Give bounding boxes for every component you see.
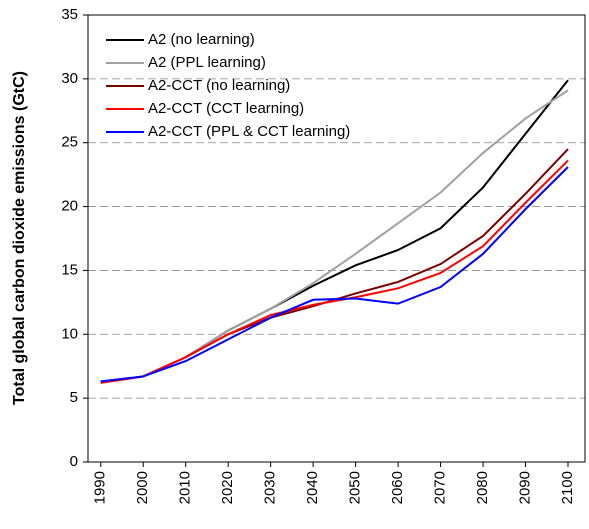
legend-label: A2-CCT (PPL & CCT learning) bbox=[148, 123, 350, 140]
y-tick-label: 20 bbox=[61, 198, 78, 215]
x-tick-label: 2070 bbox=[432, 471, 449, 504]
x-tick-label: 2080 bbox=[474, 471, 491, 504]
x-tick-label: 2100 bbox=[559, 471, 576, 504]
y-tick-label: 10 bbox=[61, 325, 78, 342]
x-tick-label: 2010 bbox=[177, 471, 194, 504]
x-tick-label: 1990 bbox=[92, 471, 109, 504]
x-tick-label: 2030 bbox=[262, 471, 279, 504]
legend-label: A2-CCT (CCT learning) bbox=[148, 100, 304, 117]
plot-frame bbox=[87, 14, 586, 463]
y-tick-label: 5 bbox=[70, 389, 78, 406]
x-tick-label: 2090 bbox=[516, 471, 533, 504]
x-tick-label: 2060 bbox=[389, 471, 406, 504]
y-tick-label: 30 bbox=[61, 70, 78, 87]
legend-label: A2 (PPL learning) bbox=[148, 54, 266, 71]
series-line bbox=[100, 166, 569, 383]
x-tick-label: 2050 bbox=[347, 471, 364, 504]
x-tick-label: 2040 bbox=[304, 471, 321, 504]
y-tick-label: 35 bbox=[61, 6, 78, 23]
x-tick-label: 2020 bbox=[219, 471, 236, 504]
y-tick-label: 25 bbox=[61, 134, 78, 151]
series-line bbox=[100, 159, 569, 384]
y-tick-label: 15 bbox=[61, 261, 78, 278]
x-tick-label: 2000 bbox=[134, 471, 151, 504]
y-tick-label: 0 bbox=[70, 453, 78, 470]
legend-label: A2 (no learning) bbox=[148, 31, 255, 48]
y-axis-title: Total global carbon dioxide emissions (G… bbox=[11, 71, 28, 405]
series-line bbox=[100, 148, 569, 384]
legend-label: A2-CCT (no learning) bbox=[148, 77, 290, 94]
